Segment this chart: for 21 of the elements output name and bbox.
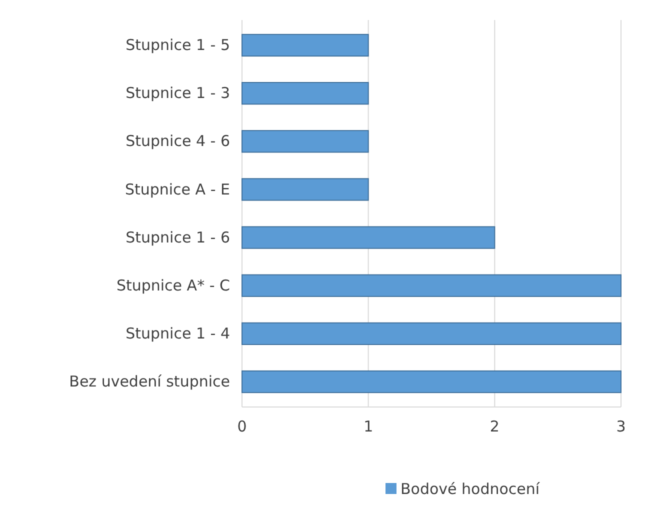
bar [242, 322, 622, 346]
y-tick-label: Stupnice 1 - 5 [126, 36, 230, 54]
legend-label: Bodové hodnocení [400, 480, 540, 498]
bar [242, 82, 369, 105]
x-tick-label: 1 [364, 418, 374, 436]
bar [242, 34, 369, 57]
y-tick-label: Stupnice 1 - 3 [126, 84, 230, 102]
y-tick-label: Stupnice 4 - 6 [126, 132, 230, 150]
y-tick-label: Stupnice A* - C [116, 276, 230, 294]
y-tick-label: Stupnice 1 - 4 [126, 324, 230, 342]
y-tick-label: Stupnice 1 - 6 [126, 228, 230, 246]
bar [242, 274, 622, 297]
bar [242, 130, 369, 153]
x-tick-label: 0 [237, 418, 247, 436]
bar [242, 178, 369, 201]
y-tick-label: Stupnice A - E [124, 180, 230, 198]
x-tick-label: 2 [490, 418, 500, 436]
bar [242, 226, 496, 249]
x-tick-label: 3 [616, 418, 626, 436]
y-tick-label: Bez uvedení stupnice [69, 372, 230, 391]
bar [242, 370, 622, 394]
